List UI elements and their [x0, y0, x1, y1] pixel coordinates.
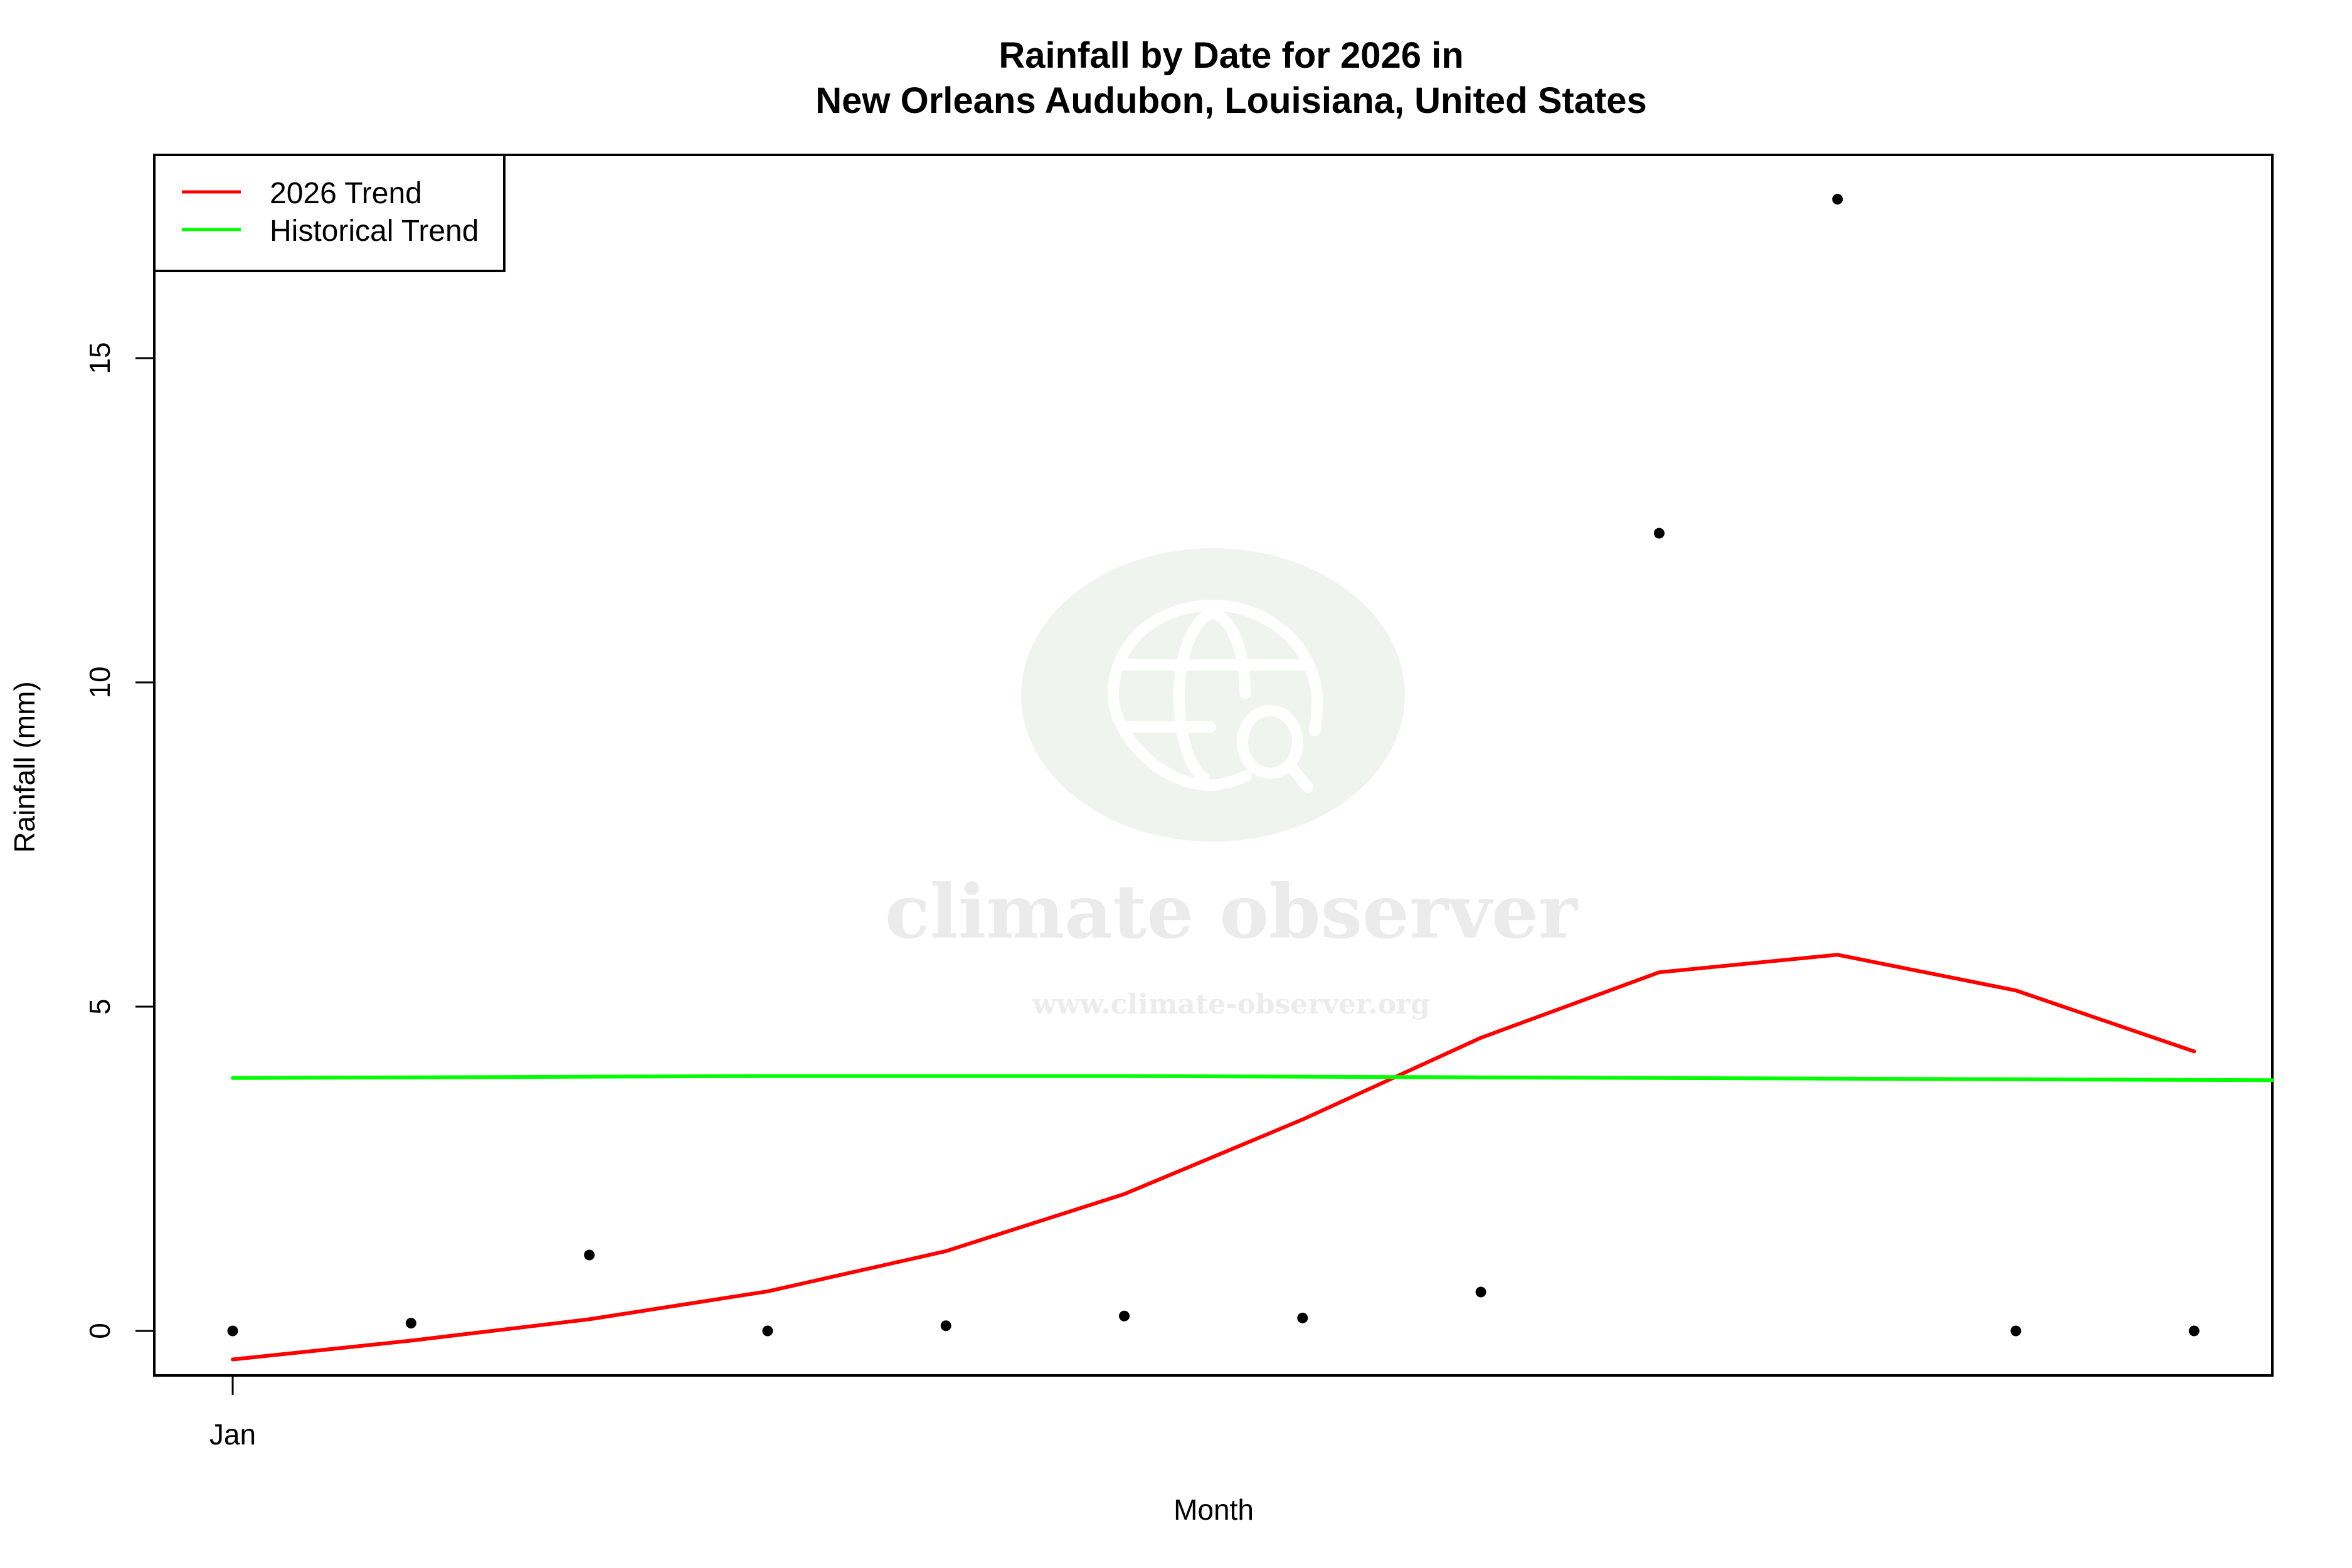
x-tick-label: Jan: [209, 1418, 256, 1451]
y-tick-label: 0: [83, 1323, 116, 1339]
data-point: [940, 1320, 951, 1332]
watermark-url: www.climate-observer.org: [1032, 988, 1430, 1020]
series-layer: [227, 194, 2274, 1362]
data-point: [1653, 527, 1665, 539]
2026-trend-line: [231, 953, 2196, 1362]
chart-subtitle: New Orleans Audubon, Louisiana, United S…: [815, 80, 1647, 121]
data-point: [1832, 194, 1843, 205]
y-axis: 0 5 10 15: [83, 342, 154, 1339]
legend-label-historical-trend: Historical Trend: [270, 215, 479, 248]
data-point: [227, 1325, 238, 1337]
chart-title: Rainfall by Date for 2026 in: [999, 35, 1463, 76]
x-axis: Jan: [209, 1375, 256, 1451]
data-point: [1475, 1286, 1486, 1298]
legend: 2026 Trend Historical Trend: [153, 154, 506, 272]
data-point: [405, 1318, 416, 1329]
data-point: [1297, 1312, 1308, 1323]
y-axis-title: Rainfall (mm): [8, 681, 41, 852]
data-point: [2010, 1325, 2021, 1337]
watermark: climate observer www.climate-observer.or…: [885, 548, 1579, 1020]
x-axis-title: Month: [1173, 1493, 1254, 1526]
legend-box: [153, 154, 506, 272]
legend-label-2026-trend: 2026 Trend: [270, 177, 422, 210]
y-tick-label: 15: [83, 342, 116, 374]
data-point: [584, 1249, 595, 1261]
globe-search-icon: [1107, 599, 1323, 793]
plot-frame: [153, 154, 2274, 1377]
y-tick-label: 5: [83, 999, 116, 1015]
historical-trend-line: [231, 1074, 2274, 1083]
watermark-badge: [1021, 548, 1405, 842]
data-point: [2188, 1325, 2200, 1337]
data-point: [1119, 1310, 1130, 1322]
watermark-name: climate observer: [885, 868, 1579, 955]
y-tick-label: 10: [83, 666, 116, 698]
data-point: [762, 1325, 773, 1337]
